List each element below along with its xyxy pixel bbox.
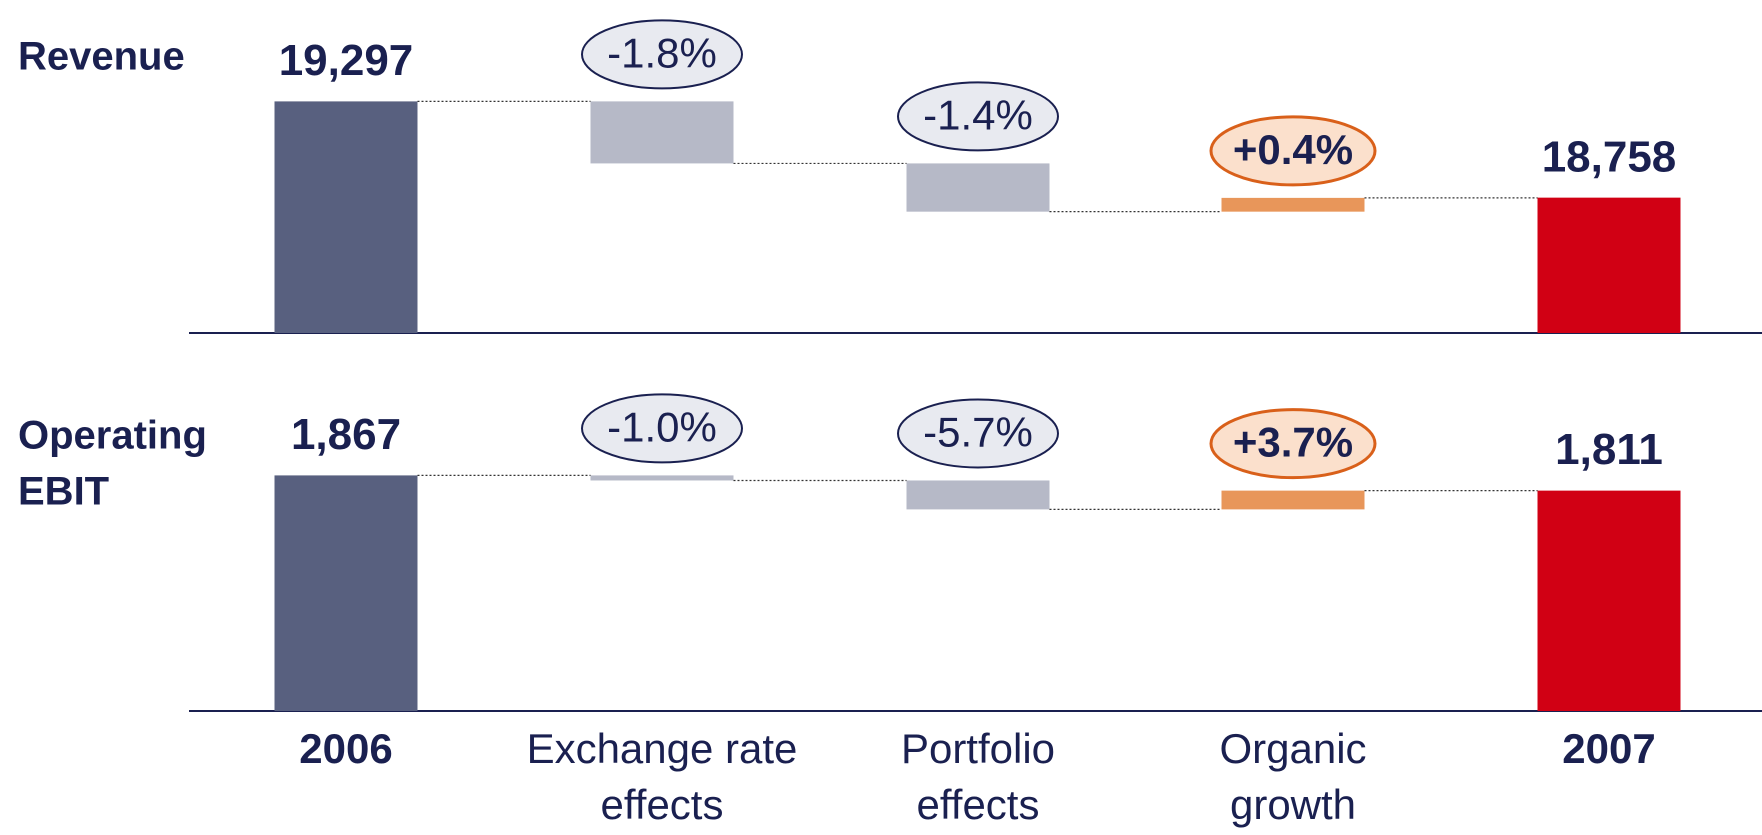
value-label: -1.8% xyxy=(607,29,717,76)
panel-title: EBIT xyxy=(18,470,109,514)
x-tick-label: 2006 xyxy=(299,725,392,772)
bar xyxy=(1537,490,1681,711)
x-tick-label: effects xyxy=(917,781,1040,828)
value-label: -1.0% xyxy=(607,403,717,450)
bar xyxy=(274,475,418,711)
value-label: +3.7% xyxy=(1233,419,1353,466)
value-label: 19,297 xyxy=(279,36,414,85)
value-label: -5.7% xyxy=(923,409,1033,456)
label-bubble xyxy=(1209,115,1377,187)
bar xyxy=(274,101,418,334)
bar xyxy=(906,480,1050,510)
panel-title: Revenue xyxy=(18,35,185,79)
x-tick-label: Exchange rate xyxy=(527,725,798,772)
label-bubble xyxy=(897,81,1059,152)
x-tick-label: growth xyxy=(1230,781,1356,828)
x-tick-label: effects xyxy=(601,781,724,828)
panel-title: Operating xyxy=(18,414,207,458)
bar xyxy=(906,163,1050,212)
value-label: 1,867 xyxy=(291,410,401,459)
label-bubble xyxy=(897,398,1059,469)
bar xyxy=(590,101,734,164)
label-bubble xyxy=(581,393,743,464)
label-bubble xyxy=(1209,408,1377,480)
bar xyxy=(590,475,734,481)
x-tick-label: Organic xyxy=(1219,725,1366,772)
bar xyxy=(1221,197,1365,212)
value-label: +0.4% xyxy=(1233,126,1353,173)
x-tick-label: 2007 xyxy=(1562,725,1655,772)
label-bubble xyxy=(581,19,743,90)
x-tick-label: Portfolio xyxy=(901,725,1055,772)
value-label: 1,811 xyxy=(1555,425,1663,474)
value-label: 18,758 xyxy=(1542,132,1677,181)
bar xyxy=(1221,490,1365,510)
value-label: -1.4% xyxy=(923,92,1033,139)
bar xyxy=(1537,197,1681,333)
